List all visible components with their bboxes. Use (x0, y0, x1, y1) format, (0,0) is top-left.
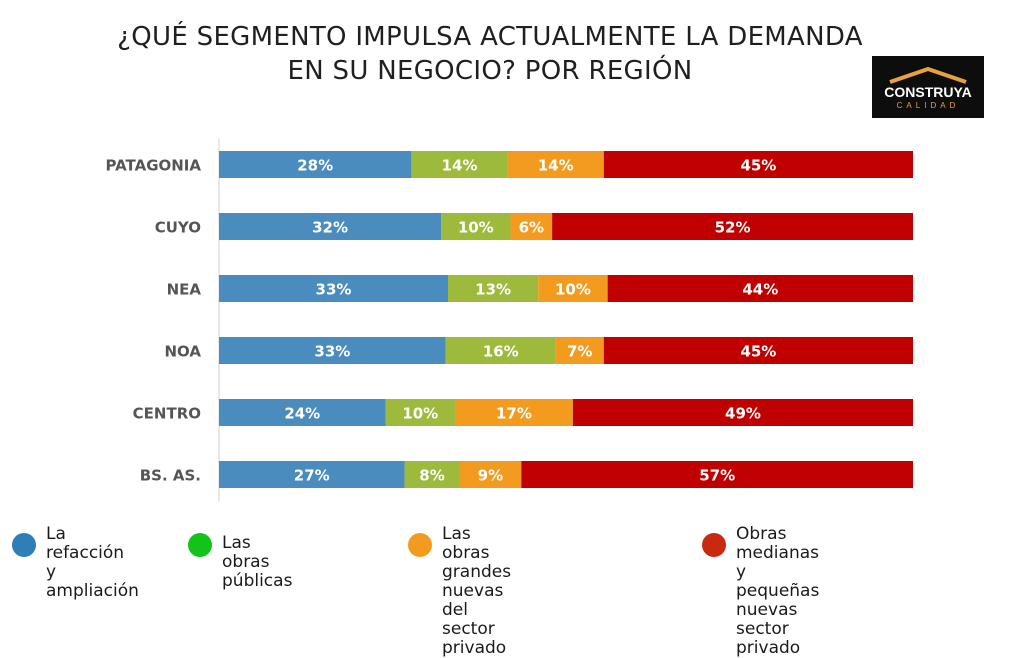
data-label: 33% (314, 343, 350, 361)
bar-segment (219, 151, 412, 178)
category-label: NOA (164, 343, 201, 361)
bar-segment (603, 151, 913, 178)
category-label: BS. AS. (140, 467, 201, 485)
data-label: 24% (284, 405, 320, 423)
stacked-bar-chart: PATAGONIA 28% 14% 14% 45% CUYO 32% 10% 6% 52% NEA 3… (105, 138, 913, 502)
bar-segment (219, 461, 405, 488)
chart-title: ¿QUÉ SEGMENTO IMPULSA ACTUALMENTE LA DEM… (60, 20, 920, 88)
bar-segment (441, 213, 511, 240)
legend-swatch (188, 533, 212, 557)
bar-segment (454, 399, 573, 426)
bar-segment (538, 275, 608, 302)
bar-segment (404, 461, 460, 488)
legend-label: Las obras públicas (222, 533, 293, 591)
data-label: 6% (519, 219, 544, 237)
bar-segment (603, 337, 913, 364)
bar-segment (448, 275, 539, 302)
data-label: 16% (483, 343, 519, 361)
category-label: CUYO (155, 219, 201, 237)
logo-subtitle: CALIDAD (896, 101, 960, 110)
bar-segment (385, 399, 455, 426)
category-label: CENTRO (133, 405, 201, 423)
data-label: 49% (725, 405, 761, 423)
bar-segment (445, 337, 556, 364)
data-label: 10% (402, 405, 438, 423)
data-label: 45% (740, 343, 776, 361)
data-label: 7% (567, 343, 592, 361)
bar-segment (219, 213, 442, 240)
data-label: 33% (316, 281, 352, 299)
data-label: 44% (742, 281, 778, 299)
house-roof-icon (889, 66, 967, 84)
data-label: 10% (555, 281, 591, 299)
bar-segment (411, 151, 508, 178)
data-label: 27% (294, 467, 330, 485)
bar-segment (459, 461, 522, 488)
data-label: 52% (715, 219, 751, 237)
data-label: 8% (419, 467, 444, 485)
bar-segment (555, 337, 604, 364)
category-label: PATAGONIA (105, 157, 201, 175)
bar-segment (521, 461, 913, 488)
category-label: NEA (167, 281, 202, 299)
legend-label: Obras medianas y pequeñas nuevas sector … (736, 524, 820, 658)
legend-swatch (408, 533, 432, 557)
legend-swatch (702, 533, 726, 557)
title-line-2: EN SU NEGOCIO? POR REGIÓN (287, 56, 693, 86)
data-label: 9% (478, 467, 503, 485)
legend-swatch (12, 533, 36, 557)
legend-label: La refacción y ampliación (46, 524, 139, 601)
bar-segment (572, 399, 913, 426)
bar-segment (219, 275, 449, 302)
bar-segment (510, 213, 553, 240)
data-label: 14% (442, 157, 478, 175)
legend-label: Las obras grandes nuevas del sector priv… (442, 524, 512, 658)
data-label: 14% (538, 157, 574, 175)
data-label: 13% (475, 281, 511, 299)
construya-logo: CONSTRUYA CALIDAD (872, 56, 984, 118)
data-label: 57% (699, 467, 735, 485)
data-label: 17% (496, 405, 532, 423)
logo-name: CONSTRUYA (884, 84, 972, 100)
bar-segment (552, 213, 913, 240)
data-label: 10% (458, 219, 494, 237)
title-line-1: ¿QUÉ SEGMENTO IMPULSA ACTUALMENTE LA DEM… (117, 22, 863, 52)
bar-segment (607, 275, 913, 302)
bar-segment (219, 399, 386, 426)
data-label: 28% (297, 157, 333, 175)
data-label: 45% (740, 157, 776, 175)
data-label: 32% (312, 219, 348, 237)
bar-segment (219, 337, 446, 364)
bar-segment (507, 151, 604, 178)
